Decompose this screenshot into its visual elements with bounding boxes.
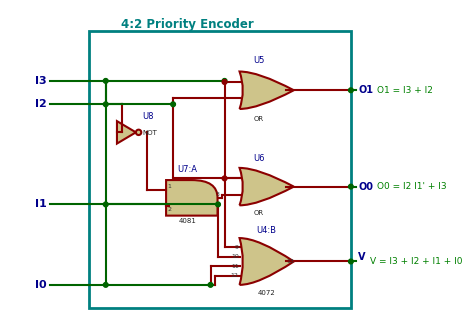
Circle shape [103, 202, 108, 207]
Text: V = I3 + I2 + I1 + I0: V = I3 + I2 + I1 + I0 [370, 257, 462, 266]
Circle shape [222, 176, 227, 181]
PathPatch shape [239, 72, 294, 109]
Text: 10: 10 [231, 254, 238, 259]
PathPatch shape [166, 180, 218, 216]
Text: U5: U5 [254, 56, 265, 65]
Polygon shape [117, 121, 136, 144]
Text: 1: 1 [167, 184, 171, 189]
Text: NOT: NOT [142, 131, 157, 137]
Text: O0 = I2 I1' + I3: O0 = I2 I1' + I3 [377, 182, 447, 191]
Circle shape [348, 259, 353, 264]
Circle shape [348, 88, 353, 93]
Circle shape [103, 102, 108, 107]
Text: U7:A: U7:A [177, 166, 197, 174]
Text: 4:2 Priority Encoder: 4:2 Priority Encoder [121, 18, 254, 31]
PathPatch shape [239, 168, 294, 205]
Circle shape [171, 102, 175, 107]
Text: 9: 9 [235, 245, 238, 250]
Text: 12: 12 [231, 273, 238, 278]
Circle shape [103, 282, 108, 287]
Text: U8: U8 [142, 112, 154, 121]
Circle shape [208, 282, 213, 287]
Circle shape [222, 79, 227, 83]
PathPatch shape [239, 238, 294, 285]
Text: 2: 2 [167, 206, 171, 211]
Text: 4072: 4072 [258, 289, 275, 296]
Text: I1: I1 [35, 199, 47, 209]
Text: O1: O1 [358, 85, 374, 95]
Circle shape [216, 202, 220, 207]
Text: 11: 11 [231, 264, 238, 269]
Text: 13: 13 [287, 259, 294, 264]
Text: OR: OR [254, 116, 264, 122]
Circle shape [222, 80, 227, 84]
Text: I0: I0 [35, 280, 47, 290]
Circle shape [348, 184, 353, 189]
Circle shape [136, 130, 141, 135]
Text: OR: OR [254, 210, 264, 216]
Text: 3: 3 [215, 192, 219, 197]
Text: O0: O0 [358, 181, 374, 191]
Text: I2: I2 [35, 99, 47, 109]
Text: 4081: 4081 [178, 218, 196, 224]
Text: U6: U6 [254, 154, 265, 163]
Text: O1 = I3 + I2: O1 = I3 + I2 [377, 86, 433, 95]
Text: I3: I3 [35, 76, 47, 86]
Text: U4:B: U4:B [256, 226, 277, 235]
Text: V: V [358, 252, 366, 262]
Circle shape [103, 79, 108, 83]
Bar [89, 31, 351, 308]
